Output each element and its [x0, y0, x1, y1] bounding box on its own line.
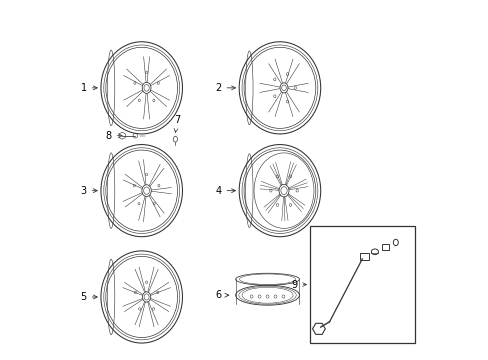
- Text: 5: 5: [81, 292, 97, 302]
- Bar: [309, 226, 414, 343]
- Text: 9: 9: [291, 280, 306, 289]
- Text: 7: 7: [174, 115, 180, 132]
- Text: 2: 2: [215, 83, 235, 93]
- Text: 3: 3: [81, 186, 97, 195]
- Text: 1: 1: [81, 83, 97, 93]
- Text: 6: 6: [215, 290, 228, 300]
- Text: 4: 4: [215, 186, 235, 195]
- Text: 8: 8: [105, 131, 122, 141]
- Bar: [382, 244, 388, 250]
- Bar: [360, 253, 368, 260]
